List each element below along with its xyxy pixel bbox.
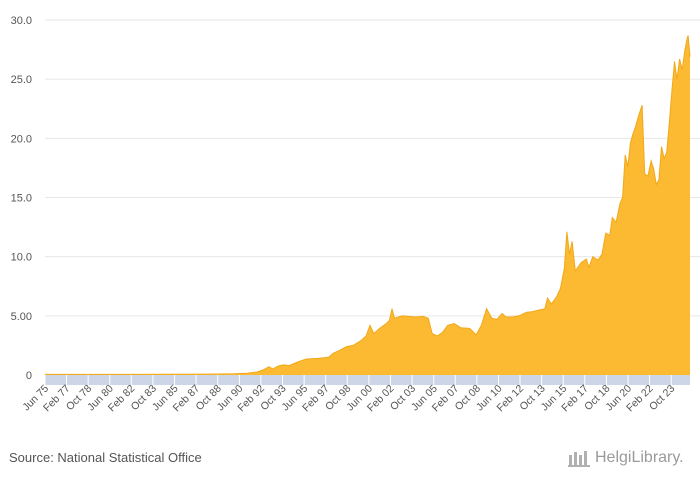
series-line: [45, 35, 691, 375]
source-note: Source: National Statistical Office: [9, 450, 202, 465]
y-tick-label: 10.0: [11, 252, 32, 264]
y-tick-label: 25.0: [11, 74, 32, 86]
y-tick-label: 20.0: [11, 133, 32, 145]
series-area: [45, 35, 690, 376]
y-tick-label: 30.0: [11, 15, 32, 27]
y-tick-label: 15.0: [11, 193, 32, 205]
y-tick-label: 0: [26, 370, 32, 382]
brand-logo[interactable]: HelgiLibrary.: [568, 449, 684, 467]
y-axis-labels: 0 5.00 10.0 15.0 20.0 25.0 30.0: [11, 15, 32, 382]
y-tick-label: 5.00: [11, 311, 32, 323]
x-axis-band: [45, 375, 690, 385]
library-icon: [568, 451, 590, 467]
brand-name: HelgiLibrary.: [595, 449, 684, 466]
